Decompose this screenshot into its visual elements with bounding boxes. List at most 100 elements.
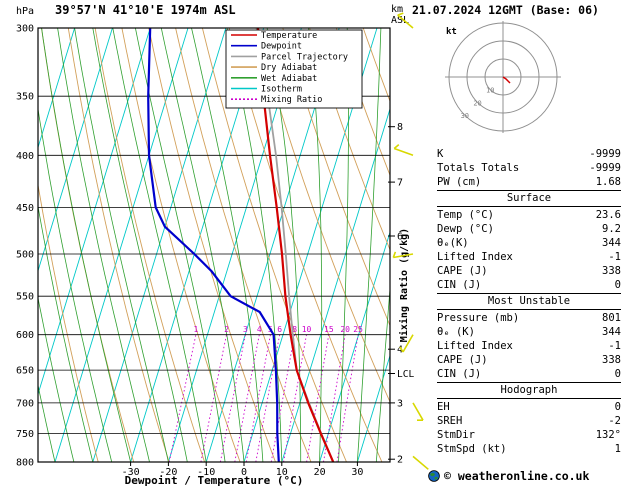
- wet-adiabat-line: [38, 383, 56, 462]
- pressure-tick-label: 400: [16, 151, 34, 162]
- metric-label: θₑ (K): [437, 326, 475, 338]
- section-header: Hodograph: [437, 382, 621, 399]
- metric-row: Dewp (°C) 9.2: [437, 222, 621, 236]
- km-tick-label: 3: [397, 398, 403, 409]
- metric-value: 344: [602, 237, 621, 249]
- wet-adiabat-line: [38, 295, 75, 462]
- legend-label: Temperature: [261, 31, 317, 41]
- legend-label: Isotherm: [261, 85, 302, 95]
- mixing-ratio-label: 2: [224, 325, 229, 334]
- dewpoint-curve: [147, 28, 280, 462]
- wind-barb-flag: [399, 346, 404, 353]
- temp-tick-label: 10: [276, 467, 288, 478]
- metric-row: Pressure (mb) 801: [437, 311, 621, 325]
- temperature-curve: [256, 28, 335, 462]
- metric-row: Lifted Index -1: [437, 250, 621, 264]
- mixing-ratio-label: 6: [277, 325, 282, 334]
- dry-adiabat-line: [121, 28, 241, 462]
- hodograph-ring-label: 10: [486, 87, 494, 95]
- metric-row: Temp (°C) 23.6: [437, 208, 621, 222]
- metric-label: CAPE (J): [437, 354, 488, 366]
- mixing-ratio-line: [323, 334, 346, 462]
- metrics-panel: K -9999 Totals Totals -9999 PW (cm) 1.68 Surfa…: [437, 147, 621, 456]
- metric-row: Lifted Index -1: [437, 339, 621, 353]
- dry-adiabat-line: [148, 28, 276, 462]
- mixing-ratio-label: 15: [324, 325, 334, 334]
- hodograph-ring-label: 20: [473, 99, 481, 107]
- mixing-ratio-label: 4: [257, 325, 262, 334]
- metric-label: Pressure (mb): [437, 312, 520, 324]
- wet-adiabat-line: [375, 284, 390, 462]
- pressure-tick-label: 750: [16, 429, 34, 440]
- legend-label: Parcel Trajectory: [261, 52, 348, 62]
- metric-value: -9999: [589, 148, 621, 160]
- km-unit-label: km: [391, 4, 403, 15]
- isotherm-line: [38, 28, 113, 273]
- station-title: 39°57'N 41°10'E 1974m ASL: [55, 3, 236, 17]
- mixing-ratio-label: 20: [340, 325, 350, 334]
- metric-row: EH 0: [437, 400, 621, 414]
- wet-adiabats: [38, 28, 390, 462]
- metric-value: 23.6: [595, 209, 621, 221]
- metric-value: 344: [602, 326, 621, 338]
- wind-barb: [393, 147, 414, 157]
- mixing-ratio-label: 8: [292, 325, 297, 334]
- wind-barb-flag: [392, 251, 397, 258]
- metric-label: SREH: [437, 415, 463, 427]
- wet-adiabat-line: [57, 28, 150, 462]
- pressure-tick-label: 300: [16, 24, 34, 35]
- temp-tick-label: -20: [159, 467, 177, 478]
- km-tick-label: 8: [397, 122, 403, 133]
- metric-value: -1: [608, 340, 621, 352]
- hodograph-unit-label: kt: [446, 27, 457, 37]
- footer: © weatheronline.co.uk: [428, 469, 589, 483]
- pressure-tick-label: 800: [16, 458, 34, 469]
- temp-tick-label: 20: [314, 467, 326, 478]
- pressure-unit-label: hPa: [16, 6, 34, 17]
- metric-row: θₑ(K) 344: [437, 236, 621, 250]
- copyright-text: © weatheronline.co.uk: [444, 469, 590, 483]
- wet-adiabat-line: [112, 28, 207, 462]
- mixing-ratio-label: 25: [353, 325, 363, 334]
- metric-row: PW (cm) 1.68: [437, 175, 621, 189]
- metric-value: 132°: [595, 429, 621, 441]
- pressure-tick-label: 550: [16, 292, 34, 303]
- metric-row: CIN (J) 0: [437, 278, 621, 292]
- metric-label: Lifted Index: [437, 340, 513, 352]
- isotherm-line: [38, 28, 151, 396]
- wet-adiabat-line: [41, 28, 131, 462]
- isotherm-line: [54, 28, 189, 462]
- pressure-tick-label: 650: [16, 366, 34, 377]
- datetime-label: 21.07.2024 12GMT (Base: 06): [412, 3, 599, 17]
- plot-border: [37, 27, 391, 463]
- metric-value: 1.68: [595, 176, 621, 188]
- metric-row: SREH -2: [437, 414, 621, 428]
- wet-adiabat-line: [92, 28, 188, 462]
- metric-label: EH: [437, 401, 450, 413]
- wet-adiabat-line: [160, 28, 245, 462]
- metric-label: K: [437, 148, 444, 160]
- pressure-labels: 300 350 400 450 500 550 600 650 700 750 800 hPa: [16, 6, 34, 469]
- metric-row: Totals Totals -9999: [437, 161, 621, 175]
- x-axis-title: Dewpoint / Temperature (°C): [125, 474, 304, 486]
- pressure-tick-label: 500: [16, 250, 34, 261]
- wind-barb-flag: [393, 143, 400, 150]
- pressure-tick-label: 600: [16, 330, 34, 341]
- temp-tick-label: 30: [351, 467, 363, 478]
- wet-adiabat-line: [191, 28, 264, 462]
- mixing-ratio-line: [306, 334, 330, 462]
- isotherm-line: [356, 354, 390, 462]
- lcl-label: LCL: [397, 369, 414, 380]
- hodograph-ring: [448, 22, 558, 132]
- wind-barb: [412, 402, 424, 421]
- legend-label: Mixing Ratio: [261, 95, 322, 105]
- wind-barb: [393, 253, 414, 259]
- metric-label: CIN (J): [437, 368, 482, 380]
- temp-tick-label: -30: [122, 467, 140, 478]
- dry-adiabat-line: [201, 28, 347, 462]
- dry-adiabat-line: [41, 28, 135, 462]
- mixing-ratio-labels: 1 2 3 4 5 6 8 10 15 20 25: [193, 325, 363, 334]
- metric-label: Totals Totals: [437, 162, 520, 174]
